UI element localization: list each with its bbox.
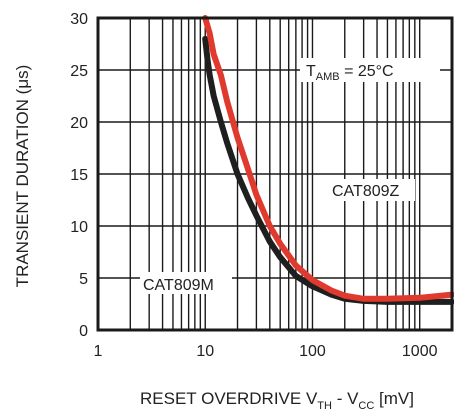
label-background-cat809m	[140, 272, 232, 294]
label-background-cat809z	[329, 179, 415, 201]
temperature-annotation: TAMB = 25°C	[306, 63, 394, 83]
annotation-background	[300, 58, 440, 82]
series-label-cat809z: CAT809Z	[332, 183, 400, 200]
y-tick-label: 0	[79, 323, 88, 340]
tick-labels: 0 5 10 15 20 25 30 1 10 100 1000	[70, 11, 437, 360]
series-line-cat809z	[202, 15, 454, 302]
x-tick-label: 1000	[402, 343, 438, 360]
series-label-cat809m: CAT809M	[143, 277, 214, 294]
x-axis-label-sub-cc: CC	[358, 400, 374, 412]
y-tick-label: 10	[70, 219, 88, 236]
annotation-value: = 25°C	[340, 63, 394, 80]
x-axis-label-minus: - V	[332, 389, 359, 408]
y-tick-label: 15	[70, 167, 88, 184]
y-tick-label: 25	[70, 63, 88, 80]
annotation-t: T	[306, 63, 316, 80]
annotation-sub-amb: AMB	[316, 71, 340, 83]
x-tick-label: 10	[196, 343, 214, 360]
y-tick-label: 5	[79, 271, 88, 288]
x-axis-label: RESET OVERDRIVE VTH - VCC [mV]	[140, 389, 414, 412]
x-tick-label: 100	[299, 343, 326, 360]
x-axis-label-sub-th: TH	[317, 400, 332, 412]
grid-lines	[98, 18, 452, 330]
y-tick-label: 20	[70, 115, 88, 132]
x-axis-label-units: [mV]	[374, 389, 414, 408]
plot-frame	[96, 16, 454, 332]
y-axis-label: TRANSIENT DURATION (μs)	[13, 65, 32, 288]
x-axis-label-main: RESET OVERDRIVE V	[140, 389, 318, 408]
series-layer	[202, 15, 454, 305]
x-tick-label: 1	[94, 343, 103, 360]
y-tick-label: 30	[70, 11, 88, 28]
